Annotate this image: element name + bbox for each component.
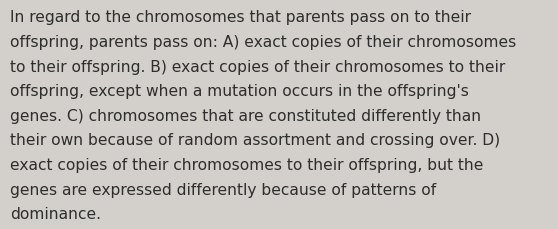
Text: genes are expressed differently because of patterns of: genes are expressed differently because … bbox=[10, 182, 436, 197]
Text: their own because of random assortment and crossing over. D): their own because of random assortment a… bbox=[10, 133, 500, 148]
Text: exact copies of their chromosomes to their offspring, but the: exact copies of their chromosomes to the… bbox=[10, 157, 483, 172]
Text: genes. C) chromosomes that are constituted differently than: genes. C) chromosomes that are constitut… bbox=[10, 108, 481, 123]
Text: In regard to the chromosomes that parents pass on to their: In regard to the chromosomes that parent… bbox=[10, 10, 471, 25]
Text: to their offspring. B) exact copies of their chromosomes to their: to their offspring. B) exact copies of t… bbox=[10, 59, 506, 74]
Text: offspring, parents pass on: A) exact copies of their chromosomes: offspring, parents pass on: A) exact cop… bbox=[10, 35, 516, 50]
Text: offspring, except when a mutation occurs in the offspring's: offspring, except when a mutation occurs… bbox=[10, 84, 469, 99]
Text: dominance.: dominance. bbox=[10, 206, 101, 221]
